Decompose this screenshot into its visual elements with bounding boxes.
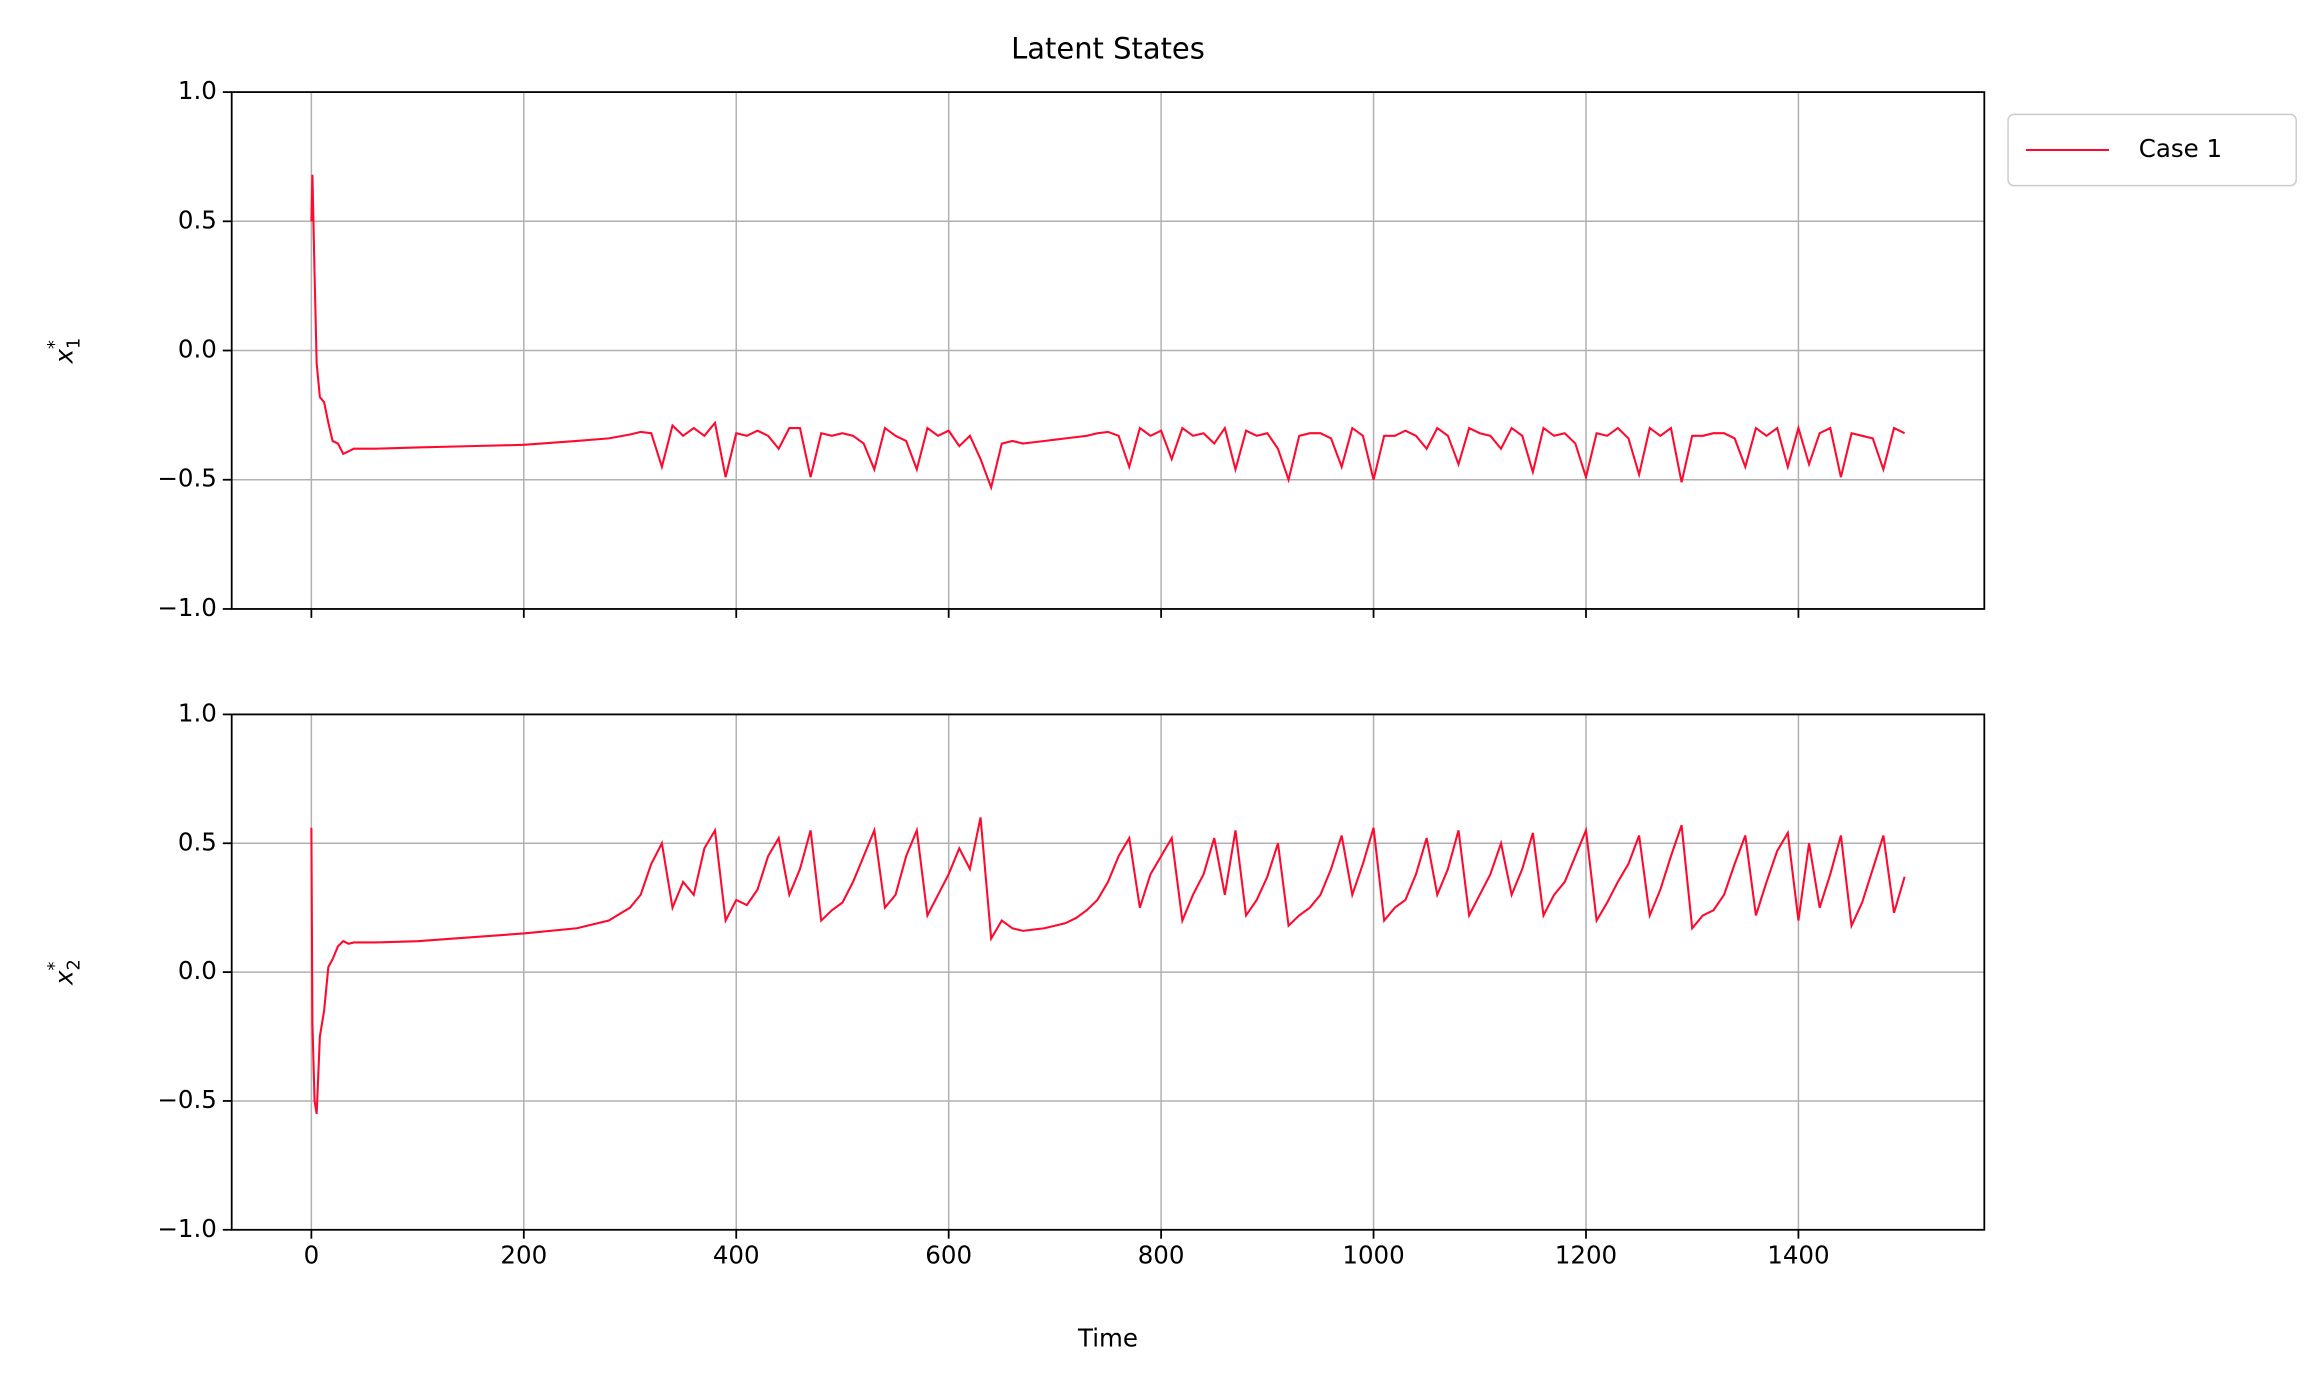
y-tick-label: −0.5 — [157, 464, 217, 493]
x-tick-label: 400 — [713, 1241, 760, 1270]
y-label-base: x — [49, 348, 78, 364]
x-tick-label: 600 — [925, 1241, 972, 1270]
x-tick-label: 800 — [1138, 1241, 1185, 1270]
x-tick-label: 0 — [304, 1241, 320, 1270]
x-tick-label: 1200 — [1555, 1241, 1617, 1270]
y-tick-label: 1.0 — [178, 698, 217, 727]
y-tick-label: 0.0 — [178, 956, 217, 985]
legend-label: Case 1 — [2139, 134, 2222, 163]
y-label-sup: * — [44, 962, 65, 971]
y-axis-label: x*2 — [44, 959, 84, 986]
y-tick-label: 0.5 — [178, 205, 217, 234]
y-label-base: x — [49, 970, 78, 986]
y-label-sup: * — [44, 340, 65, 349]
x-tick-label: 1000 — [1342, 1241, 1404, 1270]
x-tick-label: 200 — [500, 1241, 547, 1270]
axes-frame — [230, 713, 1986, 1231]
y-tick-label: −1.0 — [157, 1214, 217, 1243]
y-tick-label: 1.0 — [178, 76, 217, 105]
y-axis-label: x*1 — [44, 338, 84, 365]
axes-frame — [230, 91, 1986, 610]
y-tick-label: 0.5 — [178, 827, 217, 856]
y-label-sub: 2 — [63, 959, 84, 970]
chart-title: Latent States — [1011, 31, 1205, 65]
legend-box — [2007, 113, 2297, 187]
data-line — [310, 174, 1906, 492]
x-tick-label: 1400 — [1767, 1241, 1829, 1270]
y-tick-label: −1.0 — [157, 593, 217, 622]
data-line — [310, 817, 1906, 1114]
y-label-sub: 1 — [63, 338, 84, 349]
y-tick-label: −0.5 — [157, 1085, 217, 1114]
x-axis-label: Time — [1077, 1324, 1138, 1353]
y-tick-label: 0.0 — [178, 335, 217, 364]
